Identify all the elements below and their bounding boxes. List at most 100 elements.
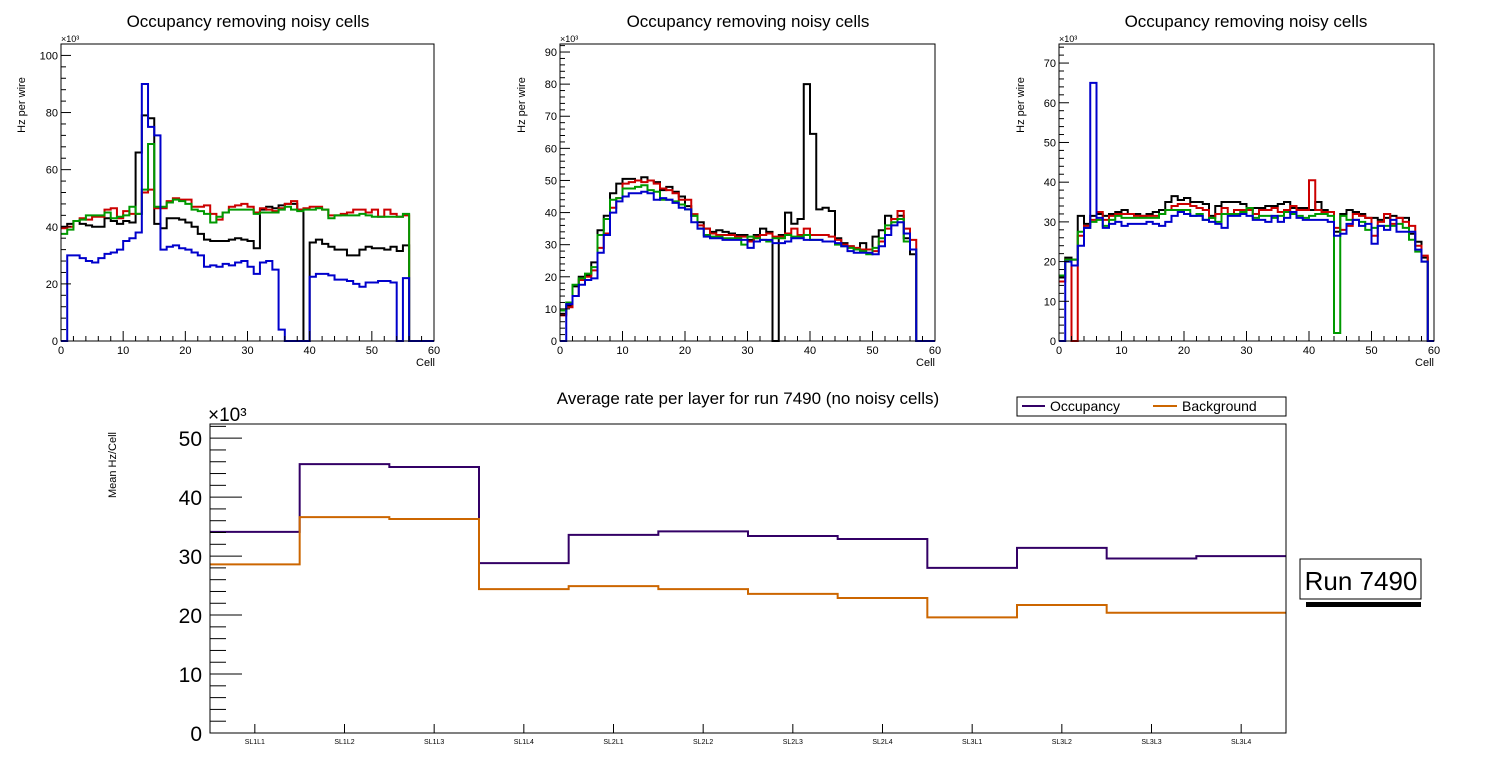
series-line-blue (1059, 81, 1434, 342)
x-tick-label: SL3L1 (962, 739, 982, 746)
series-line-blue (61, 82, 434, 342)
x-tick-label: 0 (58, 345, 64, 357)
x-tick-label: SL1L1 (245, 739, 265, 746)
y-multiplier: ×10³ (1059, 34, 1077, 44)
x-tick-label: 60 (1428, 345, 1440, 357)
y-tick-label: 40 (46, 222, 58, 234)
x-tick-label: 40 (1303, 345, 1315, 357)
x-tick-label: SL3L3 (1141, 739, 1161, 746)
y-axis-label: Hz per wire (16, 77, 28, 133)
x-tick-label: SL2L4 (872, 739, 892, 746)
y-tick-label: 20 (179, 605, 202, 628)
x-tick-label: SL3L4 (1231, 739, 1251, 746)
run-label-shadow (1306, 602, 1421, 607)
y-tick-label: 40 (179, 487, 202, 510)
y-tick-label: 20 (1044, 257, 1056, 269)
x-tick-label: 30 (1240, 345, 1252, 357)
run-label-box: Run 7490 (1299, 558, 1422, 607)
x-tick-label: 50 (366, 345, 378, 357)
y-tick-label: 10 (179, 664, 202, 687)
chart-title: Average rate per layer for run 7490 (no … (557, 389, 939, 408)
legend-label-background: Background (1182, 398, 1257, 414)
y-multiplier: ×10³ (560, 34, 578, 44)
y-axis-label: Mean Hz/Cell (107, 432, 119, 498)
y-tick-label: 0 (1050, 336, 1056, 348)
x-tick-label: SL2L3 (783, 739, 803, 746)
x-tick-label: 50 (866, 345, 878, 357)
y-tick-label: 60 (1044, 98, 1056, 110)
x-tick-label: 20 (179, 345, 191, 357)
y-tick-label: 90 (545, 47, 557, 59)
y-tick-label: 0 (551, 336, 557, 348)
y-tick-label: 0 (190, 723, 202, 746)
chart-average-rate: Average rate per layer for run 7490 (no … (107, 389, 1287, 746)
x-tick-label: 30 (741, 345, 753, 357)
chart-title: Occupancy removing noisy cells (127, 12, 370, 31)
y-tick-label: 80 (545, 79, 557, 91)
y-tick-label: 30 (179, 546, 202, 569)
series-line-black (61, 114, 434, 342)
chart-occupancy-2: Occupancy removing noisy cells ×10³ Hz p… (516, 12, 941, 369)
legend: Occupancy Background (1016, 396, 1287, 417)
plot-frame (1058, 43, 1435, 342)
x-tick-label: 0 (557, 345, 563, 357)
x-tick-label: 60 (428, 345, 440, 357)
plot-frame (209, 423, 1287, 734)
y-tick-label: 70 (1044, 58, 1056, 70)
x-tick-label: 10 (117, 345, 129, 357)
y-tick-label: 60 (46, 165, 58, 177)
series-line-blue (560, 190, 935, 342)
x-tick-label: SL1L4 (514, 739, 534, 746)
chart-title: Occupancy removing noisy cells (1125, 12, 1368, 31)
series-line-occupancy (210, 463, 1286, 569)
y-axis-label: Hz per wire (1015, 77, 1027, 133)
legend-label-occupancy: Occupancy (1050, 398, 1120, 414)
plot-frame (60, 43, 435, 342)
y-tick-label: 20 (545, 272, 557, 284)
chart-occupancy-3: Occupancy removing noisy cells ×10³ Hz p… (1015, 12, 1440, 369)
x-tick-label: SL2L1 (603, 739, 623, 746)
y-tick-label: 10 (545, 304, 557, 316)
run-label-frame (1299, 558, 1422, 600)
legend-box (1016, 396, 1287, 417)
x-axis-label: Cell (916, 357, 935, 369)
y-tick-label: 50 (179, 428, 202, 451)
x-tick-label: SL1L3 (424, 739, 444, 746)
y-tick-label: 100 (40, 50, 58, 62)
y-tick-label: 20 (46, 279, 58, 291)
y-tick-label: 80 (46, 108, 58, 120)
y-tick-label: 60 (545, 143, 557, 155)
run-label: Run 7490 (1305, 566, 1418, 596)
y-tick-label: 50 (1044, 137, 1056, 149)
y-tick-label: 40 (545, 208, 557, 220)
series-line-background (210, 516, 1286, 619)
series-line-green (61, 142, 434, 342)
x-tick-label: 40 (804, 345, 816, 357)
x-tick-label: 30 (241, 345, 253, 357)
y-multiplier: ×10³ (208, 405, 247, 426)
y-tick-label: 30 (1044, 217, 1056, 229)
x-tick-label: 60 (929, 345, 941, 357)
x-tick-label: 20 (679, 345, 691, 357)
chart-occupancy-1: Occupancy removing noisy cells ×10³ Hz p… (16, 12, 440, 369)
x-tick-label: SL2L2 (693, 739, 713, 746)
x-axis-label: Cell (416, 357, 435, 369)
y-multiplier: ×10³ (61, 34, 79, 44)
x-tick-label: 50 (1365, 345, 1377, 357)
y-tick-label: 40 (1044, 177, 1056, 189)
x-tick-label: SL1L2 (334, 739, 354, 746)
chart-title: Occupancy removing noisy cells (627, 12, 870, 31)
y-tick-label: 30 (545, 240, 557, 252)
y-tick-label: 50 (545, 175, 557, 187)
x-tick-label: 20 (1178, 345, 1190, 357)
y-tick-label: 70 (545, 111, 557, 123)
x-axis-label: Cell (1415, 357, 1434, 369)
x-tick-label: 10 (616, 345, 628, 357)
series-line-red (61, 188, 434, 342)
y-axis-label: Hz per wire (516, 77, 528, 133)
x-tick-label: 0 (1056, 345, 1062, 357)
x-tick-label: 40 (304, 345, 316, 357)
y-tick-label: 10 (1044, 296, 1056, 308)
y-tick-label: 0 (52, 336, 58, 348)
